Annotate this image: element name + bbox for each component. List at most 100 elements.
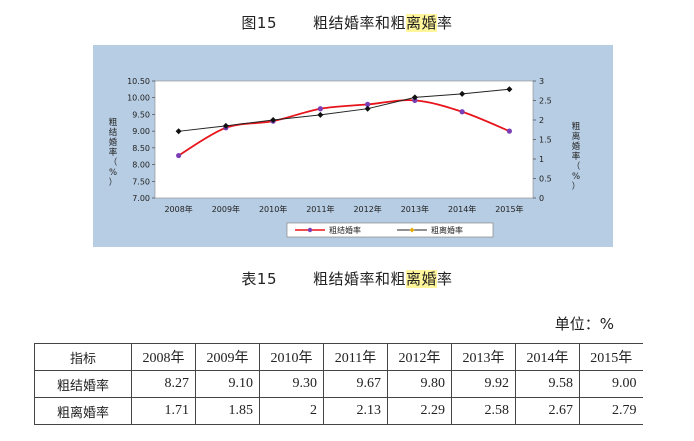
marriage-point	[506, 128, 512, 134]
left-tick-label: 8.00	[132, 161, 150, 170]
legend-label-marriage: 粗结婚率	[329, 225, 361, 235]
legend-label-divorce: 粗离婚率	[431, 225, 463, 235]
table-number: 表15	[241, 270, 278, 288]
header-year: 2013年	[451, 343, 516, 371]
table-cell: 1.71	[131, 397, 196, 425]
table-row: 粗结婚率 8.27 9.10 9.30 9.67 9.80 9.92 9.58 …	[34, 370, 643, 398]
table-cell: 9.80	[387, 370, 452, 398]
legend-marker-divorce	[409, 227, 415, 233]
header-year: 2010年	[259, 343, 324, 371]
divorce-point	[459, 90, 466, 97]
x-tick-label: 2009年	[212, 204, 240, 214]
left-tick-label: 9.50	[132, 110, 150, 119]
x-tick-label: 2010年	[259, 204, 287, 214]
table-title-suffix: 率	[437, 270, 453, 288]
right-axis-title-char: 粗	[572, 121, 581, 132]
figure-title-suffix: 率	[437, 14, 453, 32]
line-chart: 7.00 7.50 8.00 8.50 9.00 9.50 10.00 10.50 0 0.5 1 1…	[109, 77, 581, 238]
marriage-point	[176, 152, 182, 159]
table-cell: 2.58	[451, 397, 516, 425]
right-tick-label: 3	[539, 77, 544, 86]
right-tick-label: 1	[539, 155, 544, 164]
marriage-point	[412, 97, 418, 103]
left-axis-title-char: ）	[109, 177, 118, 188]
table-cell: 2.67	[515, 397, 580, 425]
left-axis-title-char: %	[109, 168, 117, 178]
right-tick-label: 2.5	[539, 97, 552, 106]
unit-label: 单位：%	[554, 315, 614, 333]
series-line-marriage	[178, 99, 510, 157]
figure-title: 图15 粗结婚率和粗离婚率	[0, 12, 694, 33]
table-cell: 9.58	[515, 370, 580, 398]
table-cell: 9.92	[451, 370, 516, 398]
legend-box	[286, 222, 494, 238]
figure-title-text: 粗结婚率和粗	[313, 14, 407, 32]
table-cell: 2.29	[387, 397, 452, 425]
right-axis-title-char: %	[572, 172, 580, 182]
left-axis-title-char: 粗	[109, 117, 118, 128]
left-tick-label: 8.50	[132, 144, 150, 153]
left-tick-label: 7.00	[132, 194, 150, 203]
table-header-row: 指标 2008年 2009年 2010年 2011年 2012年 2013年 2…	[34, 343, 643, 371]
left-tick-label: 7.50	[132, 177, 150, 186]
right-tick-label: 1.5	[539, 136, 552, 145]
left-axis-title-char: 婚	[109, 137, 118, 148]
header-year: 2009年	[195, 343, 260, 371]
table-cell: 2.79	[579, 397, 643, 425]
header-year: 2014年	[515, 343, 580, 371]
header-indicator: 指标	[34, 343, 132, 371]
table-cell: 9.30	[259, 370, 324, 398]
table-cell: 9.10	[195, 370, 260, 398]
row-label: 粗结婚率	[34, 370, 132, 398]
row-label: 粗离婚率	[34, 397, 132, 425]
right-axis-title-char: 率	[572, 151, 581, 162]
x-tick-label: 2008年	[164, 204, 192, 214]
plot-area	[154, 80, 534, 199]
right-axis-title-char: 婚	[572, 141, 581, 152]
header-year: 2011年	[323, 343, 388, 371]
table-title-text: 粗结婚率和粗	[313, 270, 407, 288]
x-tick-label: 2014年	[448, 204, 476, 214]
legend-marker-marriage	[307, 227, 313, 233]
divorce-point	[270, 117, 277, 123]
series-line-divorce	[178, 88, 510, 132]
table-cell: 9.67	[323, 370, 388, 398]
divorce-point	[317, 111, 324, 118]
marriage-point	[365, 101, 371, 107]
left-axis-title-char: 率	[109, 147, 118, 158]
table-row: 粗离婚率 1.71 1.85 2 2.13 2.29 2.58 2.67 2.7…	[34, 397, 643, 425]
left-axis-title-char: （	[109, 157, 118, 168]
header-year: 2015年	[579, 343, 643, 371]
data-table: 指标 2008年 2009年 2010年 2011年 2012年 2013年 2…	[34, 343, 643, 425]
divorce-point	[175, 128, 182, 135]
table-cell: 2	[259, 397, 324, 425]
divorce-point	[222, 122, 229, 129]
figure-title-highlight: 离婚	[406, 14, 438, 32]
right-axis-title-char: 离	[572, 131, 581, 142]
left-axis-title-char: 结	[109, 127, 118, 138]
right-axis-title-char: ）	[572, 181, 581, 192]
left-tick-label: 10.50	[127, 77, 150, 86]
x-tick-label: 2011年	[306, 204, 334, 214]
right-tick-label: 0.5	[539, 175, 552, 184]
table-cell: 2.13	[323, 397, 388, 425]
marriage-point	[317, 106, 323, 112]
x-tick-label: 2013年	[401, 204, 429, 214]
figure-number: 图15	[241, 14, 278, 32]
table-title: 表15 粗结婚率和粗离婚率	[0, 268, 694, 289]
divorce-point	[411, 94, 418, 101]
marriage-point	[459, 109, 465, 115]
x-tick-label: 2012年	[353, 204, 381, 214]
right-tick-label: 2	[539, 116, 544, 125]
right-tick-label: 0	[539, 194, 544, 203]
table-cell: 1.85	[195, 397, 260, 425]
header-year: 2008年	[131, 343, 196, 371]
divorce-point	[506, 86, 513, 93]
chart-panel: 7.00 7.50 8.00 8.50 9.00 9.50 10.00 10.50 0 0.5 1 1…	[93, 45, 613, 247]
table-title-highlight: 离婚	[406, 270, 438, 288]
header-year: 2012年	[387, 343, 452, 371]
table-cell: 8.27	[131, 370, 196, 398]
left-tick-label: 9.00	[132, 127, 150, 136]
left-tick-label: 10.00	[127, 94, 150, 103]
x-tick-label: 2015年	[495, 204, 523, 214]
